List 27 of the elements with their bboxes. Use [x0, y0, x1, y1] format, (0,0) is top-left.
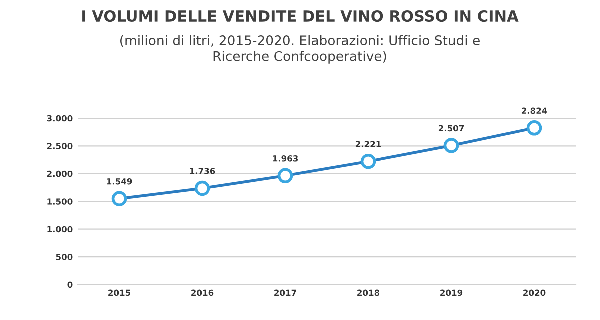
x-tick-label: 2018 — [358, 290, 380, 296]
point — [194, 180, 210, 196]
chart-subtitle: (milioni di litri, 2015-2020. Elaborazioni: Ufficio Studi e Ricerche Confcooperative) — [120, 35, 480, 64]
chart-title: I VOLUMI DELLE VENDITE DEL VINO ROSSO IN CINA — [82, 10, 519, 22]
x-tick-label: 2019 — [440, 290, 463, 296]
x-tick-label: 2016 — [192, 290, 214, 296]
data-label: 1.736 — [190, 168, 216, 174]
x-tick-label: 2017 — [274, 290, 296, 296]
data-label: 2.507 — [438, 125, 464, 132]
data-label: 1.549 — [107, 178, 132, 185]
y-tick-label: 2.500 — [47, 143, 73, 150]
y-tick-label: 500 — [56, 254, 73, 260]
y-tick-label: 1.500 — [48, 198, 73, 205]
y-tick-label: 2.000 — [47, 170, 73, 178]
y-tick-label: 0 — [68, 282, 73, 288]
x-tick-label: 2015 — [108, 290, 131, 296]
point — [526, 120, 542, 136]
y-tick-label: 1.000 — [48, 226, 73, 233]
x-tick-label: 2020 — [524, 290, 546, 296]
point — [360, 154, 376, 170]
data-label: 1.963 — [273, 156, 298, 162]
point — [444, 138, 460, 154]
point — [112, 191, 128, 207]
y-tick-label: 3.000 — [47, 115, 73, 122]
point — [278, 168, 294, 184]
data-label: 2.221 — [356, 141, 382, 148]
data-label: 2.824 — [522, 108, 548, 114]
